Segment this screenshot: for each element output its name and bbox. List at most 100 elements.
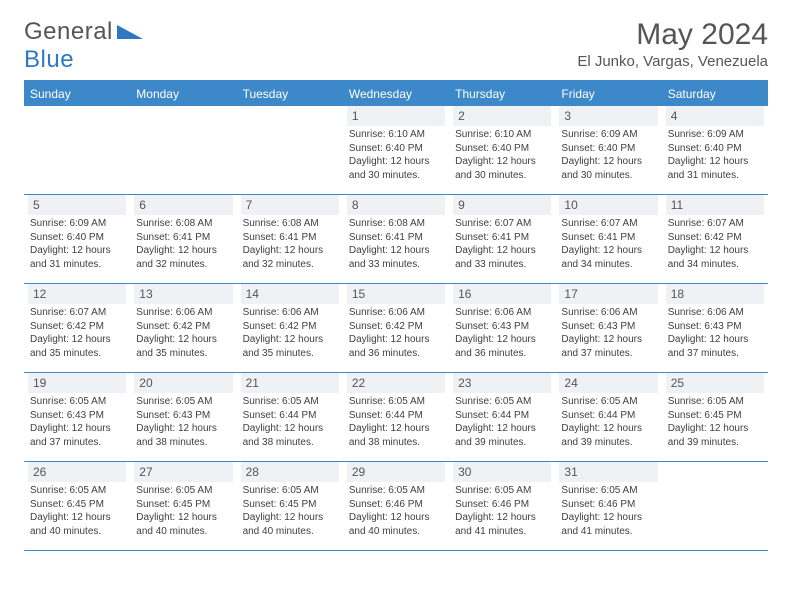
calendar-row: 19 Sunrise: 6:05 AMSunset: 6:43 PMDayligh…	[24, 373, 768, 462]
calendar-cell: 7Sunrise: 6:08 AMSunset: 6:41 PMDaylight…	[237, 195, 343, 284]
cell-inner	[662, 462, 768, 474]
cell-inner: 12Sunrise: 6:07 AMSunset: 6:42 PMDayligh…	[24, 284, 130, 364]
day-info: Sunrise: 6:10 AMSunset: 6:40 PMDaylight:…	[453, 128, 551, 182]
cell-inner: 11Sunrise: 6:07 AMSunset: 6:42 PMDayligh…	[662, 195, 768, 275]
calendar-cell: 31Sunrise: 6:05 AMSunset: 6:46 PMDayligh…	[555, 462, 661, 551]
day-info: Sunrise: 6:08 AMSunset: 6:41 PMDaylight:…	[347, 217, 445, 271]
cell-inner: 30Sunrise: 6:05 AMSunset: 6:46 PMDayligh…	[449, 462, 555, 542]
location-label: El Junko, Vargas, Venezuela	[577, 53, 768, 70]
day-info: Sunrise: 6:07 AMSunset: 6:41 PMDaylight:…	[559, 217, 657, 271]
day-info: Sunrise: 6:10 AMSunset: 6:40 PMDaylight:…	[347, 128, 445, 182]
calendar-cell: 15Sunrise: 6:06 AMSunset: 6:42 PMDayligh…	[343, 284, 449, 373]
calendar-cell: 1Sunrise: 6:10 AMSunset: 6:40 PMDaylight…	[343, 106, 449, 195]
day-number: 12	[28, 284, 126, 304]
cell-inner: 16Sunrise: 6:06 AMSunset: 6:43 PMDayligh…	[449, 284, 555, 364]
calendar-cell	[662, 462, 768, 551]
cell-inner: 28Sunrise: 6:05 AMSunset: 6:45 PMDayligh…	[237, 462, 343, 542]
day-number: 23	[453, 373, 551, 393]
day-info: Sunrise: 6:05 AMSunset: 6:45 PMDaylight:…	[134, 484, 232, 538]
day-info: Sunrise: 6:08 AMSunset: 6:41 PMDaylight:…	[241, 217, 339, 271]
day-header-row: Sunday Monday Tuesday Wednesday Thursday…	[24, 81, 768, 106]
header: GeneralBlue May 2024 El Junko, Vargas, V…	[24, 18, 768, 74]
day-number: 16	[453, 284, 551, 304]
calendar-cell: 13Sunrise: 6:06 AMSunset: 6:42 PMDayligh…	[130, 284, 236, 373]
calendar-cell: 6Sunrise: 6:08 AMSunset: 6:41 PMDaylight…	[130, 195, 236, 284]
day-number: 25	[666, 373, 764, 393]
day-info: Sunrise: 6:05 AMSunset: 6:45 PMDaylight:…	[241, 484, 339, 538]
day-info: Sunrise: 6:06 AMSunset: 6:43 PMDaylight:…	[453, 306, 551, 360]
calendar-cell	[24, 106, 130, 195]
calendar-cell: 3Sunrise: 6:09 AMSunset: 6:40 PMDaylight…	[555, 106, 661, 195]
calendar-cell: 4Sunrise: 6:09 AMSunset: 6:40 PMDaylight…	[662, 106, 768, 195]
day-number: 30	[453, 462, 551, 482]
dayhead-thu: Thursday	[449, 81, 555, 106]
day-number: 17	[559, 284, 657, 304]
calendar-cell: 11Sunrise: 6:07 AMSunset: 6:42 PMDayligh…	[662, 195, 768, 284]
calendar-cell: 27Sunrise: 6:05 AMSunset: 6:45 PMDayligh…	[130, 462, 236, 551]
cell-inner: 21Sunrise: 6:05 AMSunset: 6:44 PMDayligh…	[237, 373, 343, 453]
cell-inner: 1Sunrise: 6:10 AMSunset: 6:40 PMDaylight…	[343, 106, 449, 186]
day-info: Sunrise: 6:07 AMSunset: 6:41 PMDaylight:…	[453, 217, 551, 271]
day-number: 29	[347, 462, 445, 482]
logo: GeneralBlue	[24, 18, 143, 74]
dayhead-tue: Tuesday	[237, 81, 343, 106]
calendar-table: Sunday Monday Tuesday Wednesday Thursday…	[24, 80, 768, 551]
dayhead-mon: Monday	[130, 81, 236, 106]
day-info: Sunrise: 6:05 AMSunset: 6:43 PMDaylight:…	[134, 395, 232, 449]
day-info: Sunrise: 6:09 AMSunset: 6:40 PMDaylight:…	[28, 217, 126, 271]
cell-inner: 13Sunrise: 6:06 AMSunset: 6:42 PMDayligh…	[130, 284, 236, 364]
day-number: 9	[453, 195, 551, 215]
day-info: Sunrise: 6:05 AMSunset: 6:45 PMDaylight:…	[28, 484, 126, 538]
day-number: 21	[241, 373, 339, 393]
cell-inner: 3Sunrise: 6:09 AMSunset: 6:40 PMDaylight…	[555, 106, 661, 186]
day-number: 31	[559, 462, 657, 482]
day-info: Sunrise: 6:05 AMSunset: 6:44 PMDaylight:…	[347, 395, 445, 449]
cell-inner: 17Sunrise: 6:06 AMSunset: 6:43 PMDayligh…	[555, 284, 661, 364]
day-info: Sunrise: 6:05 AMSunset: 6:46 PMDaylight:…	[453, 484, 551, 538]
cell-inner: 29Sunrise: 6:05 AMSunset: 6:46 PMDayligh…	[343, 462, 449, 542]
calendar-row: 5Sunrise: 6:09 AMSunset: 6:40 PMDaylight…	[24, 195, 768, 284]
calendar-cell: 8Sunrise: 6:08 AMSunset: 6:41 PMDaylight…	[343, 195, 449, 284]
cell-inner: 25Sunrise: 6:05 AMSunset: 6:45 PMDayligh…	[662, 373, 768, 453]
month-title: May 2024	[577, 18, 768, 51]
calendar-cell: 28Sunrise: 6:05 AMSunset: 6:45 PMDayligh…	[237, 462, 343, 551]
calendar-cell: 5Sunrise: 6:09 AMSunset: 6:40 PMDaylight…	[24, 195, 130, 284]
day-number: 1	[347, 106, 445, 126]
day-info: Sunrise: 6:08 AMSunset: 6:41 PMDaylight:…	[134, 217, 232, 271]
day-info: Sunrise: 6:06 AMSunset: 6:43 PMDaylight:…	[666, 306, 764, 360]
cell-inner: 19Sunrise: 6:05 AMSunset: 6:43 PMDayligh…	[24, 373, 130, 453]
cell-inner: 4Sunrise: 6:09 AMSunset: 6:40 PMDaylight…	[662, 106, 768, 186]
cell-inner: 20Sunrise: 6:05 AMSunset: 6:43 PMDayligh…	[130, 373, 236, 453]
day-number: 4	[666, 106, 764, 126]
cell-inner: 8Sunrise: 6:08 AMSunset: 6:41 PMDaylight…	[343, 195, 449, 275]
cell-inner: 22Sunrise: 6:05 AMSunset: 6:44 PMDayligh…	[343, 373, 449, 453]
day-info: Sunrise: 6:07 AMSunset: 6:42 PMDaylight:…	[28, 306, 126, 360]
day-number: 18	[666, 284, 764, 304]
day-number: 7	[241, 195, 339, 215]
calendar-cell: 20Sunrise: 6:05 AMSunset: 6:43 PMDayligh…	[130, 373, 236, 462]
cell-inner: 2Sunrise: 6:10 AMSunset: 6:40 PMDaylight…	[449, 106, 555, 186]
day-number: 19	[28, 373, 126, 393]
day-info: Sunrise: 6:06 AMSunset: 6:43 PMDaylight:…	[559, 306, 657, 360]
day-number: 11	[666, 195, 764, 215]
logo-text-blue: Blue	[24, 46, 74, 73]
calendar-row: 26Sunrise: 6:05 AMSunset: 6:45 PMDayligh…	[24, 462, 768, 551]
day-number: 2	[453, 106, 551, 126]
day-number: 10	[559, 195, 657, 215]
cell-inner: 24Sunrise: 6:05 AMSunset: 6:44 PMDayligh…	[555, 373, 661, 453]
day-number: 6	[134, 195, 232, 215]
calendar-cell: 17Sunrise: 6:06 AMSunset: 6:43 PMDayligh…	[555, 284, 661, 373]
day-info: Sunrise: 6:06 AMSunset: 6:42 PMDaylight:…	[241, 306, 339, 360]
day-number: 27	[134, 462, 232, 482]
dayhead-wed: Wednesday	[343, 81, 449, 106]
cell-inner: 27Sunrise: 6:05 AMSunset: 6:45 PMDayligh…	[130, 462, 236, 542]
cell-inner: 31Sunrise: 6:05 AMSunset: 6:46 PMDayligh…	[555, 462, 661, 542]
calendar-cell: 25Sunrise: 6:05 AMSunset: 6:45 PMDayligh…	[662, 373, 768, 462]
calendar-cell: 12Sunrise: 6:07 AMSunset: 6:42 PMDayligh…	[24, 284, 130, 373]
calendar-cell: 10Sunrise: 6:07 AMSunset: 6:41 PMDayligh…	[555, 195, 661, 284]
calendar-cell: 30Sunrise: 6:05 AMSunset: 6:46 PMDayligh…	[449, 462, 555, 551]
cell-inner: 10Sunrise: 6:07 AMSunset: 6:41 PMDayligh…	[555, 195, 661, 275]
day-number: 26	[28, 462, 126, 482]
dayhead-sun: Sunday	[24, 81, 130, 106]
day-number: 13	[134, 284, 232, 304]
